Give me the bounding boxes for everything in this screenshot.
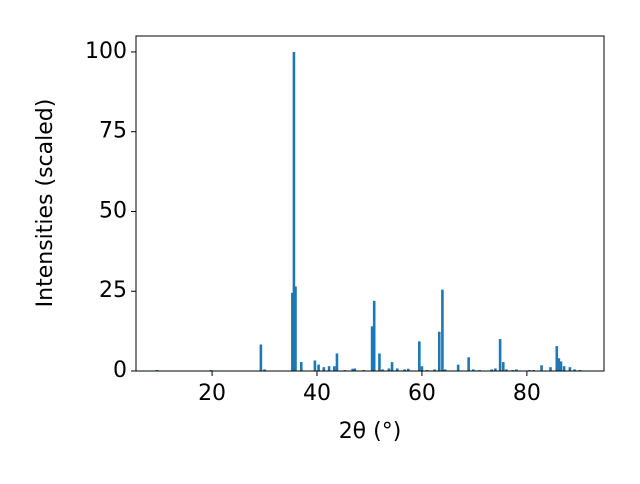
bar: [540, 365, 543, 371]
bar: [472, 369, 475, 371]
bar: [372, 300, 376, 371]
bar: [387, 368, 391, 371]
bar: [327, 366, 331, 371]
bar: [370, 326, 374, 371]
bar: [407, 368, 410, 371]
bar: [381, 369, 384, 371]
bar: [498, 339, 502, 371]
bar: [335, 353, 339, 371]
bar: [456, 364, 460, 371]
bar: [291, 292, 294, 371]
bar: [515, 369, 518, 371]
bar: [501, 362, 505, 371]
bar: [467, 357, 470, 371]
bar: [317, 364, 320, 371]
bar: [433, 369, 436, 371]
bar: [333, 366, 336, 371]
bar: [313, 360, 317, 371]
bar: [418, 341, 421, 371]
y-tick-label: 75: [99, 119, 127, 144]
bar: [292, 51, 296, 371]
bar: [441, 289, 444, 371]
bar: [299, 362, 303, 371]
bar: [573, 369, 576, 371]
bar: [490, 369, 494, 371]
bar: [403, 369, 406, 371]
bar: [322, 367, 326, 371]
x-tick-label: 60: [408, 381, 436, 406]
bar: [559, 361, 563, 371]
bar: [562, 366, 566, 371]
bar: [263, 369, 266, 371]
bar: [437, 331, 441, 371]
x-axis-label: 2θ (°): [339, 419, 402, 444]
bar: [378, 353, 381, 371]
bar: [390, 362, 394, 371]
bar: [494, 368, 497, 371]
bar: [549, 367, 552, 371]
bar: [568, 367, 572, 371]
bar: [505, 369, 508, 371]
bar: [259, 344, 263, 371]
bar: [294, 286, 297, 371]
bar: [420, 366, 424, 371]
x-tick-label: 80: [513, 381, 541, 406]
x-tick-label: 20: [198, 381, 226, 406]
y-tick-label: 0: [113, 358, 127, 383]
bar: [351, 368, 354, 371]
y-axis-label: Intensities (scaled): [33, 99, 58, 308]
plot-frame: [135, 35, 605, 372]
y-tick-label: 50: [99, 198, 127, 223]
bar: [555, 346, 559, 371]
y-tick-label: 25: [99, 278, 127, 303]
y-tick-label: 100: [85, 39, 127, 64]
bar: [395, 368, 399, 371]
bar: [353, 368, 357, 371]
bar: [443, 369, 447, 371]
x-tick-label: 40: [303, 381, 331, 406]
bar: [557, 358, 561, 371]
